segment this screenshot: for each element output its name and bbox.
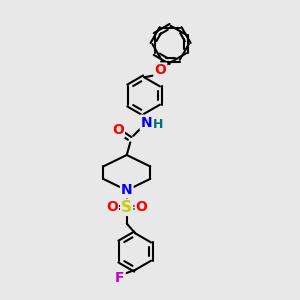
Text: O: O (154, 64, 166, 77)
Text: O: O (112, 123, 124, 137)
Text: O: O (136, 200, 147, 214)
Text: S: S (121, 200, 132, 215)
Text: H: H (153, 118, 164, 130)
Text: O: O (106, 200, 118, 214)
Text: F: F (115, 271, 125, 285)
Text: N: N (121, 183, 133, 197)
Text: N: N (141, 116, 152, 130)
